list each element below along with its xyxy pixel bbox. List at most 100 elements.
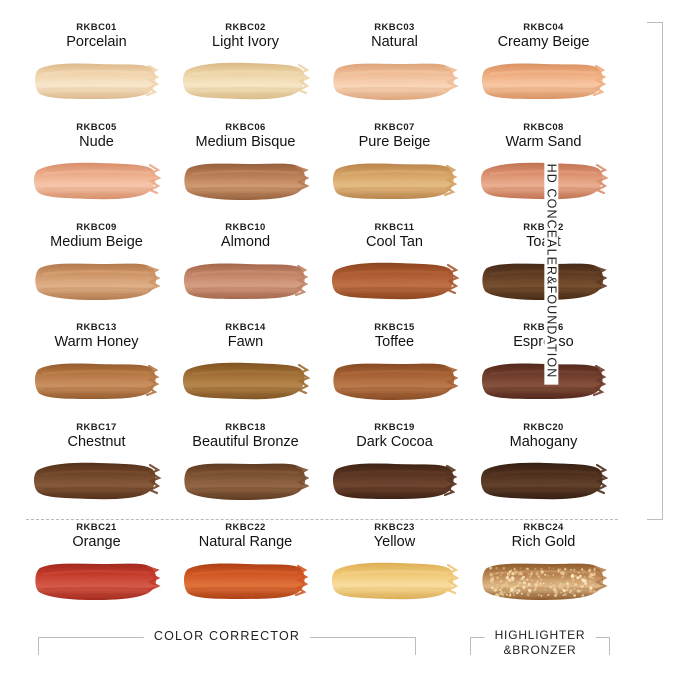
- swatch-cell[interactable]: RKBC09 Medium Beige: [22, 222, 171, 322]
- swatch-code: RKBC23: [320, 522, 469, 533]
- swatch-smear: [478, 558, 610, 604]
- highlighter-bronzer-label: HIGHLIGHTER &BRONZER: [485, 628, 596, 658]
- swatch-code: RKBC24: [469, 522, 618, 533]
- highlighter-bronzer-label-line2: &BRONZER: [495, 643, 586, 658]
- swatch-smear: [31, 558, 163, 604]
- swatch-cell[interactable]: RKBC05 Nude: [22, 122, 171, 222]
- swatch-name: Natural Range: [171, 534, 320, 551]
- color-corrector-label: COLOR CORRECTOR: [144, 629, 310, 644]
- swatch-code: RKBC15: [320, 322, 469, 333]
- swatch-code: RKBC07: [320, 122, 469, 133]
- hd-concealer-foundation-bracket: HD CONCEALER&FOUNDATION: [623, 22, 663, 520]
- swatch-smear: [180, 358, 312, 404]
- swatch-smear: [180, 158, 312, 204]
- color-corrector-bracket: COLOR CORRECTOR: [38, 637, 416, 659]
- swatch-smear: [478, 58, 610, 104]
- bracket-right-cap: [415, 637, 416, 655]
- swatch-code: RKBC08: [469, 122, 618, 133]
- swatch-cell[interactable]: RKBC23 Yellow: [320, 522, 469, 622]
- swatch-code: RKBC11: [320, 222, 469, 233]
- swatch-smear: [329, 158, 461, 204]
- swatch-cell[interactable]: RKBC24 Rich Gold: [469, 522, 618, 622]
- swatch-code: RKBC13: [22, 322, 171, 333]
- swatch-smear: [329, 358, 461, 404]
- swatch-smear: [31, 358, 163, 404]
- swatch-smear: [478, 458, 610, 504]
- swatch-name: Cool Tan: [320, 234, 469, 251]
- swatch-code: RKBC21: [22, 522, 171, 533]
- swatch-smear: [31, 58, 163, 104]
- swatch-smear: [180, 258, 312, 304]
- swatch-code: RKBC19: [320, 422, 469, 433]
- swatch-smear: [31, 158, 163, 204]
- swatch-name: Light Ivory: [171, 34, 320, 51]
- swatch-name: Beautiful Bronze: [171, 434, 320, 451]
- swatch-name: Warm Sand: [469, 134, 618, 151]
- swatch-cell[interactable]: RKBC21 Orange: [22, 522, 171, 622]
- swatch-code: RKBC09: [22, 222, 171, 233]
- swatch-code: RKBC01: [22, 22, 171, 33]
- swatch-name: Mahogany: [469, 434, 618, 451]
- bracket-top-tick: [647, 22, 663, 23]
- swatch-smear: [180, 58, 312, 104]
- bracket-bottom-tick: [647, 519, 663, 520]
- swatch-name: Almond: [171, 234, 320, 251]
- swatch-code: RKBC10: [171, 222, 320, 233]
- swatch-name: Creamy Beige: [469, 34, 618, 51]
- bracket-left-cap: [470, 637, 471, 655]
- swatch-cell[interactable]: RKBC14 Fawn: [171, 322, 320, 422]
- swatch-name: Warm Honey: [22, 334, 171, 351]
- swatch-code: RKBC17: [22, 422, 171, 433]
- swatch-smear: [329, 58, 461, 104]
- swatch-cell[interactable]: RKBC17 Chestnut: [22, 422, 171, 522]
- section-divider: [26, 519, 618, 520]
- swatch-name: Nude: [22, 134, 171, 151]
- swatch-code: RKBC14: [171, 322, 320, 333]
- swatch-cell[interactable]: RKBC19 Dark Cocoa: [320, 422, 469, 522]
- swatch-name: Medium Beige: [22, 234, 171, 251]
- swatch-cell[interactable]: RKBC01 Porcelain: [22, 22, 171, 122]
- swatch-name: Natural: [320, 34, 469, 51]
- swatch-name: Medium Bisque: [171, 134, 320, 151]
- swatch-grid: RKBC01 Porcelain RKBC02 Light Ivory RKBC03 Na…: [22, 22, 618, 632]
- swatch-code: RKBC05: [22, 122, 171, 133]
- bracket-vertical-line: [662, 22, 663, 520]
- swatch-smear: [180, 558, 312, 604]
- swatch-name: Fawn: [171, 334, 320, 351]
- swatch-smear: [31, 258, 163, 304]
- swatch-name: Porcelain: [22, 34, 171, 51]
- swatch-cell[interactable]: RKBC07 Pure Beige: [320, 122, 469, 222]
- swatch-smear: [329, 458, 461, 504]
- swatch-cell[interactable]: RKBC06 Medium Bisque: [171, 122, 320, 222]
- swatch-cell[interactable]: RKBC03 Natural: [320, 22, 469, 122]
- swatch-cell[interactable]: RKBC11 Cool Tan: [320, 222, 469, 322]
- swatch-code: RKBC02: [171, 22, 320, 33]
- swatch-code: RKBC03: [320, 22, 469, 33]
- swatch-smear: [180, 458, 312, 504]
- swatch-cell[interactable]: RKBC20 Mahogany: [469, 422, 618, 522]
- swatch-name: Chestnut: [22, 434, 171, 451]
- swatch-name: Pure Beige: [320, 134, 469, 151]
- bracket-right-cap: [609, 637, 610, 655]
- swatch-code: RKBC04: [469, 22, 618, 33]
- swatch-cell[interactable]: RKBC18 Beautiful Bronze: [171, 422, 320, 522]
- swatch-cell[interactable]: RKBC10 Almond: [171, 222, 320, 322]
- swatch-name: Dark Cocoa: [320, 434, 469, 451]
- swatch-code: RKBC06: [171, 122, 320, 133]
- hd-concealer-foundation-label: HD CONCEALER&FOUNDATION: [545, 158, 559, 385]
- swatch-cell[interactable]: RKBC02 Light Ivory: [171, 22, 320, 122]
- swatch-smear: [329, 558, 461, 604]
- swatch-cell[interactable]: RKBC22 Natural Range: [171, 522, 320, 622]
- swatch-code: RKBC22: [171, 522, 320, 533]
- swatch-name: Rich Gold: [469, 534, 618, 551]
- swatch-name: Orange: [22, 534, 171, 551]
- swatch-cell[interactable]: RKBC15 Toffee: [320, 322, 469, 422]
- swatch-cell[interactable]: RKBC04 Creamy Beige: [469, 22, 618, 122]
- swatch-smear: [329, 258, 461, 304]
- swatch-cell[interactable]: RKBC13 Warm Honey: [22, 322, 171, 422]
- bracket-left-cap: [38, 637, 39, 655]
- highlighter-bronzer-label-line1: HIGHLIGHTER: [495, 628, 586, 642]
- swatch-smear: [31, 458, 163, 504]
- highlighter-bronzer-bracket: HIGHLIGHTER &BRONZER: [470, 637, 610, 659]
- shade-chart: RKBC01 Porcelain RKBC02 Light Ivory RKBC03 Na…: [0, 0, 679, 679]
